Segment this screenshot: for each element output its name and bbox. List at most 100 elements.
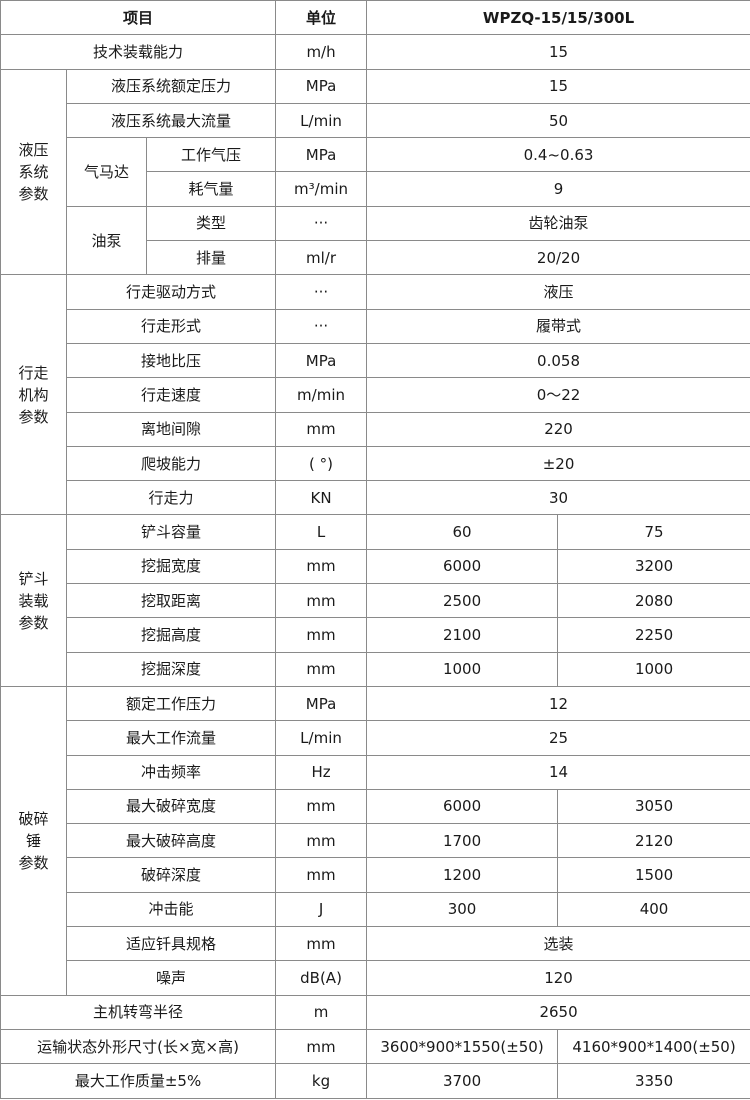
param-unit: mm	[275, 411, 368, 447]
table-row: 铲斗 装载 参数 铲斗容量 L 60 75	[0, 514, 750, 687]
param-label: 主机转弯半径	[0, 994, 277, 1030]
param-value: 14	[366, 754, 750, 790]
param-unit: mm	[275, 857, 368, 893]
subgroup-label: 气马达	[66, 137, 147, 207]
table-row: 挖掘高度 mm 2100 2250	[1, 617, 750, 653]
param-value: 6000	[366, 548, 559, 585]
param-value: 2500	[366, 583, 559, 619]
param-unit: Hz	[275, 754, 368, 790]
group-label: 破碎 锤 参数	[0, 685, 67, 996]
param-unit: mm	[275, 583, 368, 619]
param-value: ±20	[366, 445, 750, 482]
table-row: 排量 ml/r 20/20	[1, 240, 750, 276]
param-value: 齿轮油泵	[366, 205, 750, 242]
param-label: 行走形式	[65, 308, 277, 344]
param-unit: L/min	[275, 102, 368, 139]
param-label: 行走驱动方式	[65, 274, 277, 310]
param-unit: mm	[275, 651, 368, 687]
param-value: 3050	[557, 788, 750, 825]
param-value: 2100	[366, 617, 559, 653]
param-label: 耗气量	[145, 171, 277, 207]
param-label: 工作气压	[145, 137, 277, 173]
param-value: 2250	[557, 617, 750, 653]
param-value: 3200	[557, 548, 750, 585]
param-value: 30	[366, 480, 750, 516]
param-value: 9	[366, 171, 750, 207]
table-row: 接地比压 MPa 0.058	[1, 342, 750, 379]
param-unit: ···	[275, 274, 368, 310]
table-row: 挖掘宽度 mm 6000 3200	[1, 548, 750, 585]
param-label: 行走速度	[65, 377, 277, 413]
table-row: 爬坡能力( °) ±20	[1, 445, 750, 482]
param-label: 技术装载能力	[0, 34, 277, 70]
param-label: 破碎深度	[65, 857, 277, 893]
param-value: 2080	[557, 583, 750, 619]
table-row: 破碎深度 mm 1200 1500	[1, 857, 750, 893]
param-unit: mm	[275, 617, 368, 653]
param-label: 离地间隙	[65, 411, 277, 447]
param-value: 15	[366, 34, 750, 70]
param-unit: mm	[275, 1028, 368, 1065]
table-row: 最大工作质量±5% kg 3700 3350	[0, 1063, 750, 1099]
param-value: 1500	[557, 857, 750, 893]
param-value: 12	[366, 685, 750, 722]
param-unit: m/h	[275, 34, 368, 70]
table-row: 噪声 dB(A) 120	[1, 960, 750, 996]
param-label: 挖掘高度	[65, 617, 277, 653]
subgroup-label: 油泵	[66, 205, 147, 276]
param-unit: mm	[275, 788, 368, 825]
param-value: 2120	[557, 823, 750, 859]
param-value: 6000	[366, 788, 559, 825]
param-value: 3700	[366, 1063, 559, 1099]
param-value: 220	[366, 411, 750, 447]
table-row: 冲击能 J 300 400	[1, 891, 750, 928]
param-value: 4160*900*1400(±50)	[557, 1028, 750, 1065]
param-label: 最大破碎高度	[65, 823, 277, 859]
param-value: 0.058	[366, 342, 750, 379]
param-unit: J	[275, 891, 368, 928]
group-label: 行走 机构 参数	[0, 274, 67, 516]
param-value: 25	[366, 720, 750, 756]
param-label: 液压系统额定压力	[65, 68, 277, 104]
param-unit: ···	[275, 308, 368, 344]
param-value: 3350	[557, 1063, 750, 1099]
table-row: 行走力 KN 30	[1, 480, 750, 516]
param-value: 0.4~0.63	[366, 137, 750, 173]
param-unit: m³/min	[275, 171, 368, 207]
table-row: 主机转弯半径 m 2650	[0, 994, 750, 1030]
param-unit: mm	[275, 823, 368, 859]
table-row: 离地间隙 mm 220	[1, 411, 750, 447]
param-label: 挖掘深度	[65, 651, 277, 687]
group-label: 铲斗 装载 参数	[0, 514, 67, 687]
param-unit: mm	[275, 548, 368, 585]
param-unit: kg	[275, 1063, 368, 1099]
param-value: 1700	[366, 823, 559, 859]
param-unit: KN	[275, 480, 368, 516]
header-unit: 单位	[275, 0, 368, 36]
param-label: 最大工作质量±5%	[0, 1063, 277, 1099]
param-unit: L/min	[275, 720, 368, 756]
param-value: 50	[366, 102, 750, 139]
param-label: 排量	[145, 240, 277, 276]
param-unit: m	[275, 994, 368, 1030]
table-row: 破碎 锤 参数 额定工作压力 MPa 12	[0, 685, 750, 996]
param-label: 适应钎具规格	[65, 926, 277, 962]
table-row: 最大破碎宽度 mm 6000 3050	[1, 788, 750, 825]
param-value: 履带式	[366, 308, 750, 344]
param-unit: MPa	[275, 342, 368, 379]
param-unit: mm	[275, 926, 368, 962]
param-label: 接地比压	[65, 342, 277, 379]
table-row: 气马达 工作气压 MPa 0.4~0.63	[1, 137, 750, 207]
param-value: 20/20	[366, 240, 750, 276]
param-unit: ( °)	[275, 445, 368, 482]
table-row: 挖掘深度 mm 1000 1000	[1, 651, 750, 687]
param-label: 运输状态外形尺寸(长×宽×高)	[0, 1028, 277, 1065]
param-value: 0～22	[366, 377, 750, 413]
param-value: 1200	[366, 857, 559, 893]
table-row: 液压 系统 参数 液压系统额定压力 MPa 15	[0, 68, 750, 276]
param-label: 噪声	[65, 960, 277, 996]
param-unit: ml/r	[275, 240, 368, 276]
param-unit: MPa	[275, 137, 368, 173]
param-unit: MPa	[275, 68, 368, 104]
